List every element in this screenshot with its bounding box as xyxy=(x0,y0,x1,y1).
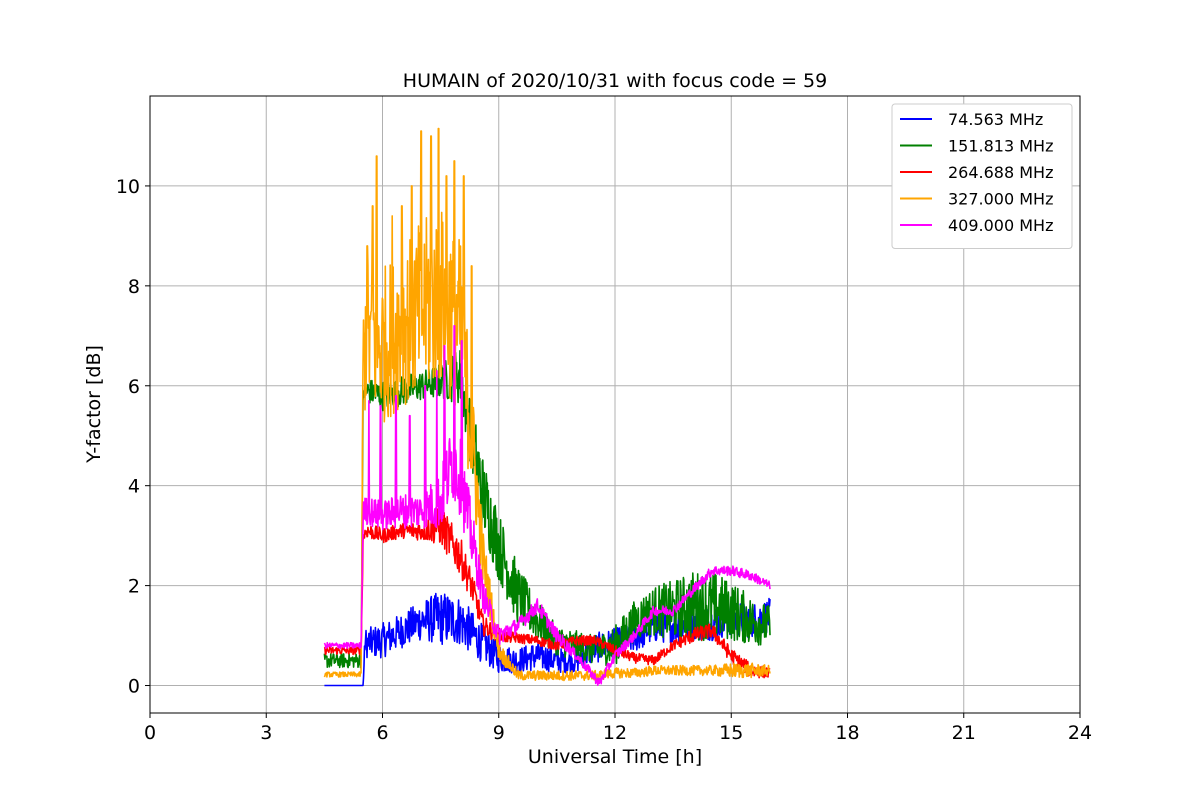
y-tick-label: 10 xyxy=(116,176,140,198)
x-tick-label: 12 xyxy=(603,722,627,744)
y-axis-label: Y-factor [dB] xyxy=(83,345,105,464)
x-tick-label: 9 xyxy=(493,722,505,744)
legend: 74.563 MHz 151.813 MHz 264.688 MHz 327.000 … xyxy=(891,103,1073,249)
x-tick-label: 18 xyxy=(835,722,859,744)
x-tick-label: 3 xyxy=(260,722,272,744)
legend-label: 409.000 MHz xyxy=(948,216,1053,235)
x-tick-label: 6 xyxy=(376,722,388,744)
series-line-3 xyxy=(323,508,771,679)
series-line-5 xyxy=(323,325,771,686)
y-tick-label: 2 xyxy=(128,576,140,598)
y-tick-label: 8 xyxy=(128,276,140,298)
legend-box xyxy=(891,103,1073,249)
legend-label: 151.813 MHz xyxy=(948,137,1053,156)
y-axis: 0 2 4 6 8 10 xyxy=(116,176,150,698)
x-tick-label: 0 xyxy=(144,722,156,744)
x-axis-label: Universal Time [h] xyxy=(528,746,702,768)
series-layer xyxy=(323,127,771,687)
y-tick-label: 0 xyxy=(128,676,140,698)
legend-label: 327.000 MHz xyxy=(948,190,1053,209)
legend-label: 264.688 MHz xyxy=(948,163,1053,182)
x-axis: 0 3 6 9 12 15 18 21 24 xyxy=(144,713,1092,744)
legend-label: 74.563 MHz xyxy=(948,110,1043,129)
y-tick-label: 4 xyxy=(128,476,140,498)
y-tick-label: 6 xyxy=(128,376,140,398)
chart-title: HUMAIN of 2020/10/31 with focus code = 5… xyxy=(403,70,827,92)
x-tick-label: 21 xyxy=(952,722,976,744)
series-line-4 xyxy=(323,127,771,682)
x-tick-label: 15 xyxy=(719,722,743,744)
x-tick-label: 24 xyxy=(1068,722,1092,744)
